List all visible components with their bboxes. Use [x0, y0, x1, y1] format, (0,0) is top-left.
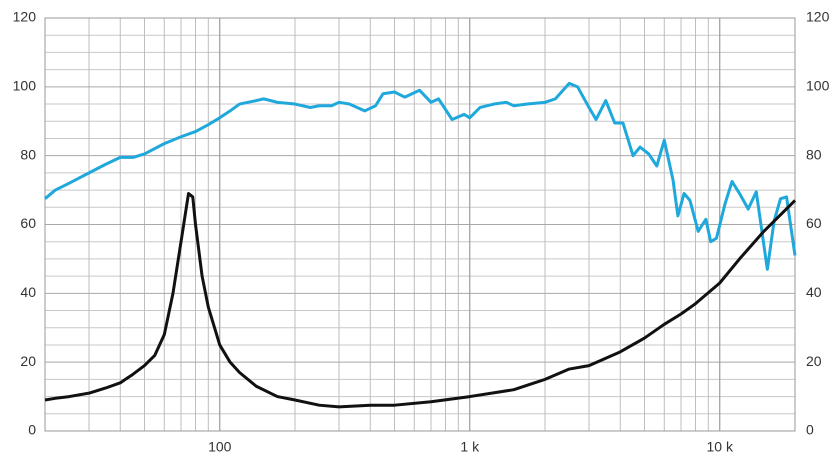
x-tick-label: 1 k	[460, 439, 480, 455]
y-tick-label: 120	[13, 9, 37, 25]
y2-tick-label: 40	[806, 284, 822, 300]
y2-tick-label: 120	[806, 9, 830, 25]
series-line	[44, 81, 797, 271]
x-tick-label: 100	[208, 439, 232, 455]
y-tick-label: 40	[20, 284, 36, 300]
y-tick-label: 0	[28, 422, 36, 438]
y2-tick-label: 100	[806, 78, 830, 94]
plot-border	[44, 17, 796, 432]
y2-tick-label: 80	[806, 146, 822, 162]
y2-tick-label: 60	[806, 215, 822, 231]
y2-tick-label: 20	[806, 353, 822, 369]
series-line	[44, 192, 797, 409]
y-tick-label: 100	[13, 78, 37, 94]
y2-tick-label: 0	[806, 422, 814, 438]
y-tick-label: 80	[20, 146, 36, 162]
y-tick-label: 20	[20, 353, 36, 369]
x-tick-label: 10 k	[707, 439, 734, 455]
y-tick-label: 60	[20, 215, 36, 231]
